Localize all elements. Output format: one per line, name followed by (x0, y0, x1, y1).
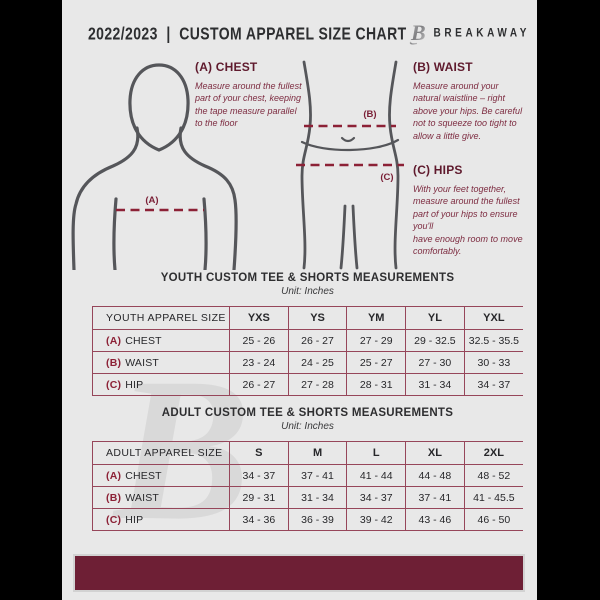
right-side-outline (388, 60, 400, 270)
adult-table-title-block: ADULT CUSTOM TEE & SHORTS MEASUREMENTS U… (92, 407, 523, 432)
youth-chest-label: (A) CHEST (92, 329, 230, 352)
youth-hip-yxs: 26 - 27 (229, 373, 289, 396)
adult-chest-label: (A) CHEST (92, 464, 230, 487)
brand-name: BREAKAWAY (433, 26, 531, 40)
waist-instruction-heading: (B) WAIST (413, 60, 473, 74)
adult-chest-s: 34 - 37 (229, 464, 289, 487)
adult-hip-xl: 43 - 46 (405, 508, 465, 531)
chest-instruction-text: Measure around the fullest part of your … (195, 81, 302, 129)
youth-hip-ym: 28 - 31 (346, 373, 406, 396)
adult-waist-l: 34 - 37 (346, 486, 406, 509)
youth-table-unit: Unit: Inches (281, 286, 334, 297)
adult-waist-label: (B) WAIST (92, 486, 230, 509)
torso-diagram: (A) (71, 63, 238, 270)
adult-header-row: ADULT APPAREL SIZE S M L XL 2XL (92, 441, 523, 465)
adult-size-table: ADULT APPAREL SIZE S M L XL 2XL (A) CHEST… (92, 441, 523, 531)
youth-chest-yl: 29 - 32.5 (405, 329, 465, 352)
left-armpit-crease (112, 197, 118, 270)
youth-chest-ys: 26 - 27 (287, 329, 347, 352)
right-shoulder (178, 126, 238, 270)
right-armpit-crease (202, 197, 208, 270)
chest-diagram-label: (A) (145, 195, 158, 206)
youth-waist-ym: 25 - 27 (346, 351, 406, 374)
youth-waist-label: (B) WAIST (92, 351, 230, 374)
navel-mark (340, 136, 356, 143)
left-side-outline (300, 60, 312, 270)
chest-instruction-heading: (A) CHEST (195, 60, 258, 74)
youth-table-title: YOUTH CUSTOM TEE & SHORTS MEASUREMENTS (160, 272, 455, 284)
youth-header-row: YOUTH APPAREL SIZE YXS YS YM YL YXL (92, 306, 523, 330)
adult-chest-xl: 44 - 48 (405, 464, 465, 487)
youth-waist-yl: 27 - 30 (405, 351, 465, 374)
youth-col-ym: YM (346, 306, 406, 330)
youth-size-table: YOUTH APPAREL SIZE YXS YS YM YL YXL (A) C… (92, 306, 523, 396)
head-outline (128, 63, 190, 152)
youth-hip-row: (C) HIP 26 - 27 27 - 28 28 - 31 31 - 34 3… (92, 373, 523, 396)
youth-table-title-block: YOUTH CUSTOM TEE & SHORTS MEASUREMENTS U… (92, 272, 523, 297)
youth-chest-yxs: 25 - 26 (229, 329, 289, 352)
brand-lockup: B BREAKAWAY (407, 21, 531, 45)
hips-diagram-label: (C) (380, 172, 393, 183)
adult-chest-row: (A) CHEST 34 - 37 37 - 41 41 - 44 44 - 48… (92, 464, 523, 487)
youth-hip-label: (C) HIP (92, 373, 230, 396)
adult-hip-label: (C) HIP (92, 508, 230, 531)
chest-instruction: (A) CHEST Measure around the fullest par… (195, 60, 305, 130)
youth-hip-yl: 31 - 34 (405, 373, 465, 396)
youth-chest-ym: 27 - 29 (346, 329, 406, 352)
hip-curve-line (300, 138, 400, 152)
adult-col-m: M (287, 441, 347, 465)
left-inner-leg (339, 204, 347, 270)
adult-col-l: L (346, 441, 406, 465)
waist-diagram-label: (B) (363, 109, 376, 120)
adult-col-2xl: 2XL (463, 441, 523, 465)
adult-waist-m: 31 - 34 (287, 486, 347, 509)
right-inner-leg (351, 204, 359, 270)
youth-col-ys: YS (287, 306, 347, 330)
page-header: 2022/2023 | CUSTOM APPAREL SIZE CHART B … (88, 20, 526, 46)
youth-col-yl: YL (405, 306, 465, 330)
youth-col-yxs: YXS (229, 306, 289, 330)
adult-waist-row: (B) WAIST 29 - 31 31 - 34 34 - 37 37 - 41… (92, 486, 523, 509)
adult-waist-xl: 37 - 41 (405, 486, 465, 509)
youth-hip-ys: 27 - 28 (287, 373, 347, 396)
breakaway-logo-icon: B (408, 21, 426, 45)
hips-instruction-text: With your feet together, measure around … (413, 184, 523, 257)
adult-hip-l: 39 - 42 (346, 508, 406, 531)
youth-col-yxl: YXL (463, 306, 523, 330)
footer-accent-bar (73, 554, 525, 592)
adult-hip-2xl: 46 - 50 (463, 508, 523, 531)
hips-instruction-heading: (C) HIPS (413, 163, 463, 177)
adult-hip-row: (C) HIP 34 - 36 36 - 39 39 - 42 43 - 46 4… (92, 508, 523, 531)
adult-size-col-header: ADULT APPAREL SIZE (92, 441, 230, 465)
youth-waist-ys: 24 - 25 (287, 351, 347, 374)
youth-hip-yxl: 34 - 37 (463, 373, 523, 396)
adult-table-title: ADULT CUSTOM TEE & SHORTS MEASUREMENTS (161, 407, 454, 419)
youth-waist-yxs: 23 - 24 (229, 351, 289, 374)
youth-size-col-header: YOUTH APPAREL SIZE (92, 306, 230, 330)
adult-chest-m: 37 - 41 (287, 464, 347, 487)
adult-col-xl: XL (405, 441, 465, 465)
hips-instruction: (C) HIPS With your feet together, measur… (413, 163, 525, 257)
youth-waist-yxl: 30 - 33 (463, 351, 523, 374)
adult-table-unit: Unit: Inches (281, 421, 334, 432)
svg-text:B: B (410, 21, 426, 45)
youth-waist-row: (B) WAIST 23 - 24 24 - 25 25 - 27 27 - 30… (92, 351, 523, 374)
adult-hip-m: 36 - 39 (287, 508, 347, 531)
adult-chest-2xl: 48 - 52 (463, 464, 523, 487)
youth-chest-row: (A) CHEST 25 - 26 26 - 27 27 - 29 29 - 32… (92, 329, 523, 352)
page-title: 2022/2023 | CUSTOM APPAREL SIZE CHART (88, 23, 407, 43)
adult-waist-s: 29 - 31 (229, 486, 289, 509)
lower-body-diagram: (B) (C) (296, 60, 404, 270)
left-shoulder (71, 126, 140, 270)
adult-waist-2xl: 41 - 45.5 (463, 486, 523, 509)
adult-hip-s: 34 - 36 (229, 508, 289, 531)
waist-instruction: (B) WAIST Measure around your natural wa… (413, 60, 525, 142)
size-chart-page: B 2022/2023 | CUSTOM APPAREL SIZE CHART … (62, 0, 537, 600)
adult-col-s: S (229, 441, 289, 465)
waist-instruction-text: Measure around your natural waistline – … (413, 81, 523, 141)
adult-chest-l: 41 - 44 (346, 464, 406, 487)
youth-chest-yxl: 32.5 - 35.5 (463, 329, 523, 352)
